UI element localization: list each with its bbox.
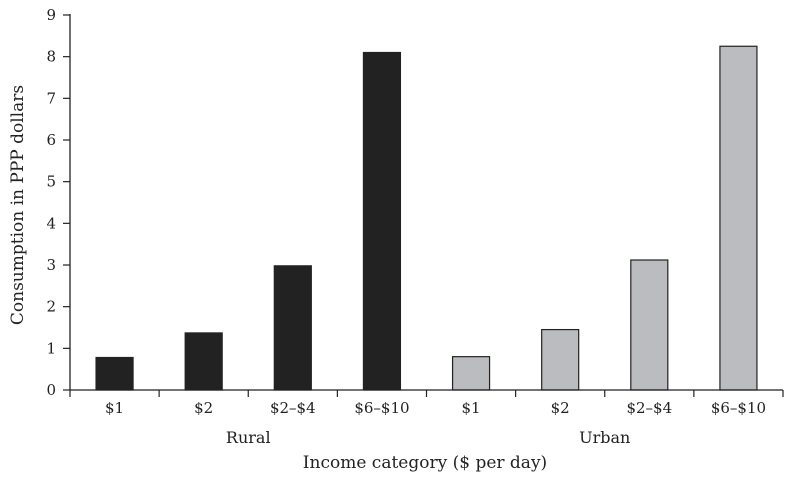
x-tick-label: $1: [105, 399, 124, 417]
y-tick-label: 0: [46, 381, 56, 399]
x-tick-label: $2: [194, 399, 213, 417]
x-tick-label: $2–$4: [626, 399, 672, 417]
x-tick-label: $2–$4: [270, 399, 316, 417]
bar-rural-3: [362, 51, 402, 391]
bar-rural-0: [95, 356, 134, 391]
y-axis-label: Consumption in PPP dollars: [8, 85, 28, 325]
y-tick-label: 9: [46, 6, 56, 24]
x-axis-label: Income category ($ per day): [303, 453, 547, 473]
y-tick-label: 3: [46, 256, 56, 274]
y-tick-label: 1: [46, 339, 56, 357]
bar-rural-2: [273, 265, 312, 391]
y-tick-label: 2: [46, 298, 56, 316]
group-label-rural: Rural: [226, 428, 271, 447]
y-axis-ticks: 0 1 2 3 4 5 6 7 8 9: [46, 6, 70, 399]
y-tick-label: 6: [46, 131, 56, 149]
y-tick-label: 7: [46, 89, 56, 107]
y-tick-label: 5: [46, 173, 56, 191]
group-label-urban: Urban: [579, 428, 630, 447]
bar-urban-2: [630, 259, 669, 391]
x-tick-label: $1: [462, 399, 481, 417]
bars: [95, 45, 758, 391]
y-tick-label: 8: [46, 48, 56, 66]
bar-urban-3: [719, 45, 758, 391]
bar-rural-1: [184, 332, 223, 391]
x-tick-label: $2: [551, 399, 570, 417]
x-axis-ticks: $1 $2 $2–$4 $6–$10 $1 $2 $2–$4 $6–$10: [69, 390, 784, 417]
bar-urban-1: [541, 328, 580, 391]
bar-urban-0: [451, 356, 491, 391]
x-tick-label: $6–$10: [711, 399, 766, 417]
x-tick-label: $6–$10: [354, 399, 409, 417]
y-tick-label: 4: [46, 214, 56, 232]
group-labels: Rural Urban: [226, 428, 630, 447]
